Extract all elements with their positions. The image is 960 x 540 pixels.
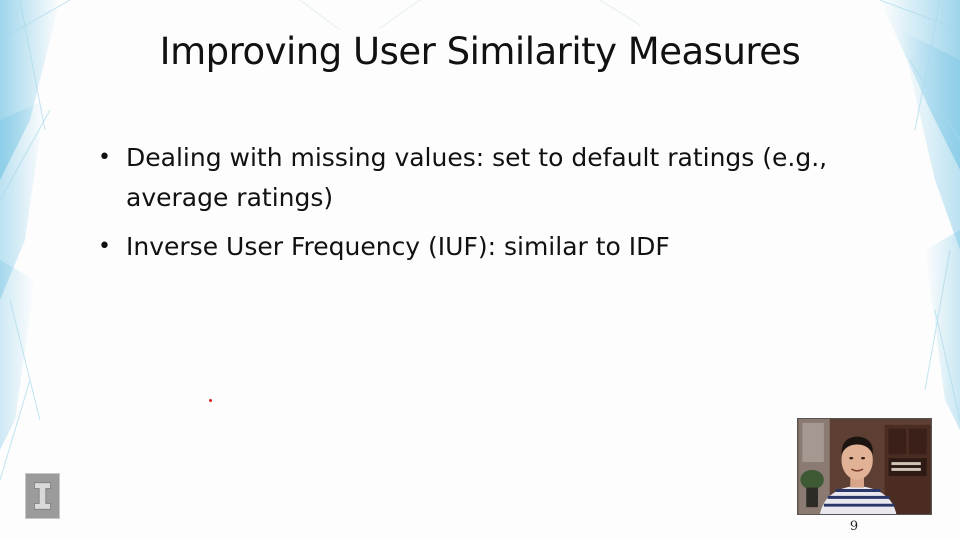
bullet-text: Dealing with missing values: set to defa… [126,143,828,212]
university-logo-icon [25,473,60,519]
slide-number: 9 [849,519,859,534]
bullet-item-iuf: • Inverse User Frequency (IUF): similar … [96,227,856,267]
bullet-text: Inverse User Frequency (IUF): similar to… [126,232,670,261]
presenter-webcam-video [797,418,932,515]
bullet-dot-icon: • [98,234,111,259]
bullet-item-missing-values: • Dealing with missing values: set to de… [96,138,856,218]
slide-title: Improving User Similarity Measures [159,30,801,73]
laser-pointer-dot-icon [209,399,212,402]
bullet-list: • Dealing with missing values: set to de… [96,138,856,276]
bullet-dot-icon: • [98,145,111,170]
